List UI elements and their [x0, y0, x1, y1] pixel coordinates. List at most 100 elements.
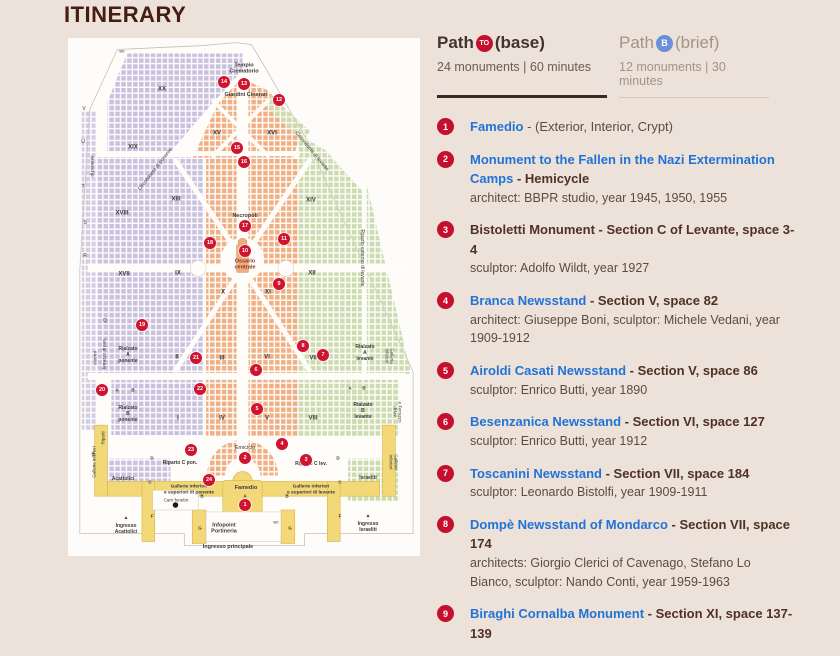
map-label: D	[150, 455, 154, 461]
map-label: G	[198, 525, 202, 531]
map-marker-1[interactable]: 1	[239, 499, 251, 511]
map-label: ▲	[123, 515, 129, 522]
map-marker-13[interactable]: 13	[238, 78, 250, 90]
map-marker-18[interactable]: 18	[204, 237, 216, 249]
monument-number-badge: 5	[437, 362, 454, 379]
monument-number-badge: 6	[437, 413, 454, 431]
monument-link[interactable]: Monument to the Fallen in the Nazi Exter…	[470, 151, 775, 187]
map-marker-22[interactable]: 22	[194, 383, 206, 395]
monument-location: - Section C of Levante, space 3-4	[470, 222, 795, 257]
map-label: III	[219, 355, 225, 362]
map-marker-15[interactable]: 15	[231, 142, 243, 154]
map-label: E	[91, 451, 95, 457]
map-label: Necropoli	[232, 212, 258, 219]
map-marker-2[interactable]: 2	[239, 452, 251, 464]
monument-location: - Section VI, space 127	[621, 414, 765, 430]
map-label: B	[200, 493, 204, 499]
tab-label-suffix: (brief)	[674, 33, 720, 52]
map-marker-20[interactable]: 20	[96, 384, 108, 396]
monument-location: - Section VII, space 184	[601, 465, 750, 481]
map-label: Terrazzo di pon.	[101, 337, 107, 371]
map-label: A	[115, 387, 119, 393]
map-label: Famedio	[234, 484, 258, 491]
tab-label-prefix: Path	[437, 33, 474, 52]
monument-link[interactable]: Toscanini Newsstand	[470, 465, 602, 481]
monument-link[interactable]: Biraghi Cornalba Monument	[470, 606, 645, 622]
tab-path-base-title: Path TO (base)	[437, 33, 607, 53]
monument-item-7: 7 Toscanini Newsstand - Section VII, spac…	[437, 464, 795, 502]
map-label: D	[336, 455, 340, 461]
map-marker-16[interactable]: 16	[238, 156, 250, 168]
map-marker-10[interactable]: 10	[239, 245, 251, 257]
map-label: Israeliti	[359, 475, 377, 482]
monument-title: Toscanini Newsstand - Section VII, space…	[470, 464, 795, 484]
map-marker-23[interactable]: 23	[185, 444, 197, 456]
cemetery-map-graphic	[79, 42, 414, 546]
map-label: Riparto esterno di levante	[358, 229, 365, 287]
monument-details: sculptor: Enrico Butti, year 1890	[470, 382, 648, 397]
monument-number-badge: 2	[437, 150, 454, 168]
monument-title: Famedio - (Exterior, Interior, Crypt)	[470, 117, 795, 137]
monument-item-4: 4 Branca Newsstand - Section V, space 82 a…	[437, 291, 795, 348]
monument-title: Dompè Newsstand of Mondarco - Section VI…	[470, 515, 795, 554]
map-marker-7[interactable]: 7	[317, 349, 329, 361]
map-label: S	[83, 220, 87, 227]
map-marker-24[interactable]: 24	[203, 474, 215, 486]
monument-number-badge: 8	[437, 515, 454, 533]
map-marker-3[interactable]: 3	[300, 454, 312, 466]
map-label: Riparti	[100, 431, 106, 445]
map-label: Gallerie inferiori	[388, 454, 399, 470]
monument-link[interactable]: Airoldi Casati Newsstand	[470, 363, 627, 378]
monument-number-badge: 4	[437, 292, 454, 309]
map-label: Gallerie inferiori e superiori di levant…	[287, 484, 335, 495]
map-label: Q	[103, 318, 107, 325]
tab-path-brief-meta: 12 monuments | 30 minutes	[619, 60, 726, 88]
monument-title: Monument to the Fallen in the Nazi Exter…	[470, 150, 795, 189]
map-label: Emiciclo	[234, 444, 256, 451]
tab-path-brief-title: Path B (brief)	[619, 33, 769, 53]
map-label: IV	[219, 415, 225, 422]
map-label: F	[338, 513, 342, 519]
map-marker-9[interactable]: 9	[273, 278, 285, 290]
path-b-badge: B	[655, 34, 673, 52]
monument-number-badge: 7	[437, 464, 454, 482]
path-to-badge: TO	[475, 34, 493, 52]
tab-path-base[interactable]: Path TO (base) 24 monuments | 60 minutes	[437, 33, 607, 98]
monument-details: sculptor: Enrico Butti, year 1912	[470, 433, 648, 448]
map-label: II	[175, 354, 179, 361]
map-marker-19[interactable]: 19	[136, 319, 148, 331]
map-marker-4[interactable]: 4	[276, 438, 288, 450]
map-label: I	[177, 415, 179, 422]
tab-path-brief[interactable]: Path B (brief) 12 monuments | 30 minutes	[619, 33, 769, 98]
monument-link[interactable]: Famedio	[470, 119, 524, 134]
map-label: Ingresso Israeliti	[357, 521, 379, 533]
page-title: ITINERARY	[64, 2, 187, 27]
map-marker-21[interactable]: 21	[190, 352, 202, 364]
monument-link[interactable]: Dompè Newsstand of Mondarco	[470, 516, 668, 532]
map-marker-11[interactable]: 11	[278, 233, 290, 245]
monument-link[interactable]: Branca Newsstand	[470, 293, 587, 308]
map-marker-5[interactable]: 5	[251, 403, 263, 415]
map-marker-14[interactable]: 14	[218, 76, 230, 88]
monument-title: Airoldi Casati Newsstand - Section V, sp…	[470, 361, 795, 381]
map-marker-8[interactable]: 8	[297, 340, 309, 352]
map-label: XIII	[171, 196, 181, 203]
map-label: Gallerie inferiori	[91, 446, 97, 478]
tab-path-base-meta: 24 monuments | 60 minutes	[437, 60, 592, 74]
map-label: VI	[264, 354, 270, 361]
map-label: Ingresso principale	[202, 543, 254, 550]
map-label: XVII	[118, 271, 130, 278]
map-label: XIV	[306, 197, 316, 204]
map-marker-12[interactable]: 12	[273, 94, 285, 106]
map-marker-17[interactable]: 17	[239, 220, 251, 232]
monument-link[interactable]: Besenzanica Newsstand	[470, 414, 622, 430]
tab-label-prefix: Path	[619, 33, 654, 52]
map-label: Giardini Cinerari	[224, 91, 268, 98]
map-label: G	[288, 525, 292, 531]
map-label: XVIII	[115, 210, 129, 217]
monument-details: architect: BBPR studio, year 1945, 1950,…	[470, 190, 728, 205]
map-label: Gallerie inferiori e superiori di ponent…	[163, 484, 215, 495]
cemetery-map: Tempio Crematorio Giardini Cinerari Necrop…	[68, 38, 420, 556]
map-marker-6[interactable]: 6	[250, 364, 262, 376]
map-label: VIII	[308, 415, 318, 422]
